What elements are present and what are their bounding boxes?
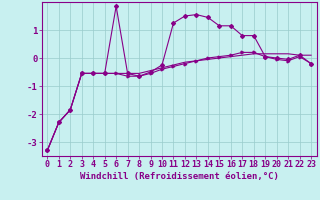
X-axis label: Windchill (Refroidissement éolien,°C): Windchill (Refroidissement éolien,°C) bbox=[80, 172, 279, 181]
